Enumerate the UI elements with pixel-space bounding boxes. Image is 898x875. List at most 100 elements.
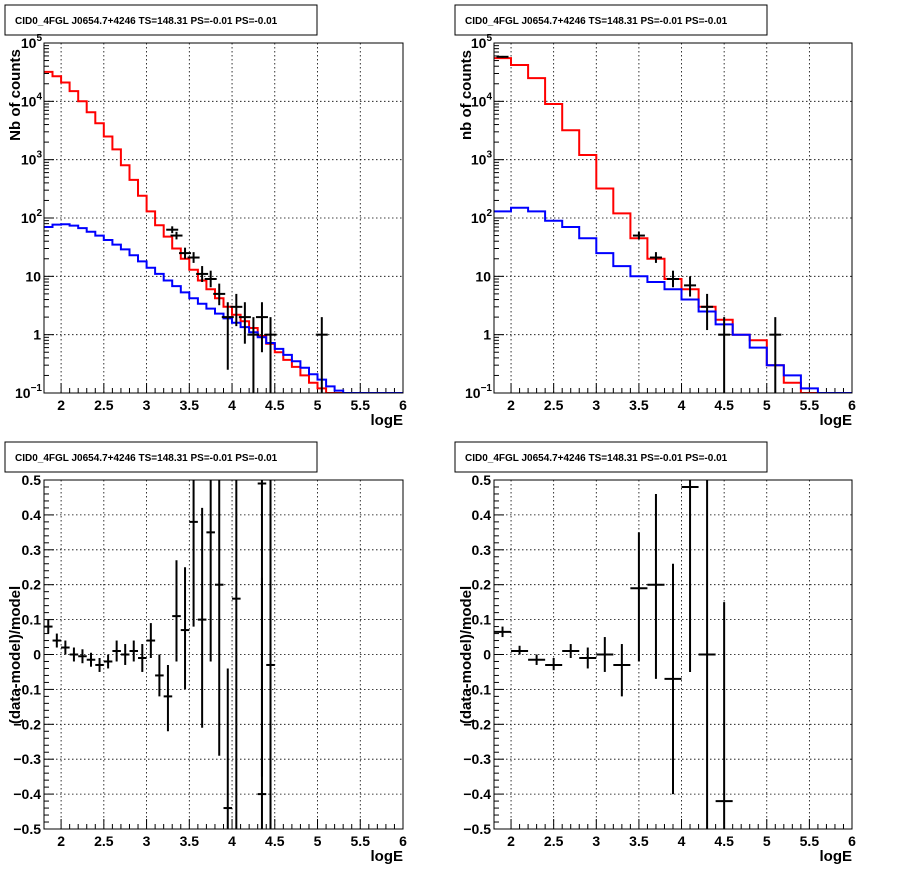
plot-frame (43, 479, 404, 830)
x-tick-label: 4.5 (265, 397, 285, 413)
y-tick-label: 0.1 (22, 612, 42, 628)
x-tick-label: 3 (592, 833, 600, 849)
y-tick-label: −0.4 (463, 786, 491, 802)
x-tick-label: 4.5 (714, 397, 734, 413)
x-tick-label: 5 (314, 397, 322, 413)
x-tick-label: 5.5 (351, 833, 371, 849)
y-tick-label: −0.2 (463, 716, 491, 732)
panel-top-right: CID0_4FGL J0654.7+4246 TS=148.31 PS=-0.0… (454, 4, 856, 429)
y-tick-label: 0.2 (472, 577, 492, 593)
x-tick-label: 5.5 (351, 397, 371, 413)
y-tick-label: 105 (21, 33, 43, 51)
x-tick-label: 2.5 (94, 833, 114, 849)
plot-area (494, 55, 852, 393)
plot-frame (43, 42, 404, 394)
title-box (4, 441, 318, 473)
y-tick-label: 0 (33, 647, 41, 663)
x-tick-label: 4.5 (714, 833, 734, 849)
y-tick-label: 0 (483, 647, 491, 663)
y-tick-label: 1 (483, 327, 491, 343)
y-tick-label: 10 (25, 268, 41, 284)
x-tick-label: 4.5 (265, 833, 285, 849)
y-tick-label: 104 (21, 91, 43, 109)
x-tick-label: 4 (228, 833, 236, 849)
y-tick-label: 0.4 (22, 507, 42, 523)
x-tick-label: 3 (143, 397, 151, 413)
y-tick-label: 103 (471, 150, 493, 168)
x-tick-label: 5 (763, 833, 771, 849)
x-tick-label: 2.5 (544, 397, 564, 413)
y-axis-label: Nb of counts (7, 49, 24, 141)
x-tick-label: 5.5 (800, 833, 820, 849)
series-line-total-model (494, 57, 852, 393)
x-axis-label: logE (371, 412, 404, 429)
y-tick-label: 104 (471, 91, 493, 109)
x-axis-label: logE (371, 848, 404, 865)
x-tick-label: 3 (592, 397, 600, 413)
x-tick-label: 4 (678, 397, 686, 413)
x-tick-label: 3.5 (629, 397, 649, 413)
x-tick-label: 6 (399, 833, 407, 849)
plot-frame (493, 479, 853, 830)
y-tick-label: 102 (471, 208, 493, 226)
y-tick-label: 10 (475, 268, 491, 284)
x-tick-label: 5.5 (800, 397, 820, 413)
plot-frame (493, 42, 853, 394)
x-axis-label: logE (820, 412, 853, 429)
x-tick-label: 6 (848, 397, 856, 413)
chart-title: CID0_4FGL J0654.7+4246 TS=148.31 PS=-0.0… (15, 16, 278, 27)
series-line-total-model (44, 70, 403, 393)
y-tick-label: 0.4 (472, 507, 492, 523)
y-tick-label: 102 (21, 208, 43, 226)
y-tick-label: −0.2 (13, 716, 41, 732)
y-tick-label: −0.1 (13, 681, 41, 697)
y-tick-label: 0.3 (22, 542, 42, 558)
y-tick-label: −0.3 (463, 751, 491, 767)
panel-bottom-left: CID0_4FGL J0654.7+4246 TS=148.31 PS=-0.0… (4, 441, 407, 865)
chart-title: CID0_4FGL J0654.7+4246 TS=148.31 PS=-0.0… (465, 16, 728, 27)
series-line-source-model (494, 206, 852, 393)
y-tick-label: 103 (21, 150, 43, 168)
x-tick-label: 2.5 (544, 833, 564, 849)
y-axis-label: nb of counts (458, 50, 475, 140)
x-tick-label: 2.5 (94, 397, 114, 413)
title-box (454, 4, 768, 36)
y-tick-label: 0.5 (22, 472, 42, 488)
y-axis-label: (data-model)/model (458, 586, 475, 724)
x-tick-label: 2 (57, 833, 65, 849)
y-tick-label: −0.3 (13, 751, 41, 767)
x-tick-label: 6 (848, 833, 856, 849)
plot-area (44, 480, 275, 829)
panel-bottom-right: CID0_4FGL J0654.7+4246 TS=148.31 PS=-0.0… (454, 441, 856, 865)
x-tick-label: 2 (507, 397, 515, 413)
y-tick-label: 0.2 (22, 577, 42, 593)
x-tick-label: 3.5 (180, 397, 200, 413)
title-box (454, 441, 768, 473)
plot-area (494, 480, 733, 829)
y-tick-label: 0.1 (472, 612, 492, 628)
y-tick-label: 105 (471, 33, 493, 51)
x-tick-label: 3.5 (629, 833, 649, 849)
y-tick-label: 10−1 (465, 383, 492, 401)
x-tick-label: 5 (314, 833, 322, 849)
panel-top-left: CID0_4FGL J0654.7+4246 TS=148.31 PS=-0.0… (4, 4, 407, 429)
series-line-source-model (44, 223, 403, 393)
chart-title: CID0_4FGL J0654.7+4246 TS=148.31 PS=-0.0… (15, 453, 278, 464)
plot-area (44, 70, 403, 393)
x-tick-label: 2 (57, 397, 65, 413)
y-tick-label: 1 (33, 327, 41, 343)
title-box (4, 4, 318, 36)
y-tick-label: −0.4 (13, 786, 41, 802)
y-tick-label: −0.5 (463, 821, 491, 837)
y-tick-label: 10−1 (15, 383, 42, 401)
y-tick-label: −0.1 (463, 681, 491, 697)
x-tick-label: 4 (228, 397, 236, 413)
x-tick-label: 2 (507, 833, 515, 849)
y-axis-label: (data-model)/model (7, 586, 24, 724)
y-tick-label: 0.3 (472, 542, 492, 558)
x-axis-label: logE (820, 848, 853, 865)
x-tick-label: 4 (678, 833, 686, 849)
x-tick-label: 3.5 (180, 833, 200, 849)
x-tick-label: 6 (399, 397, 407, 413)
